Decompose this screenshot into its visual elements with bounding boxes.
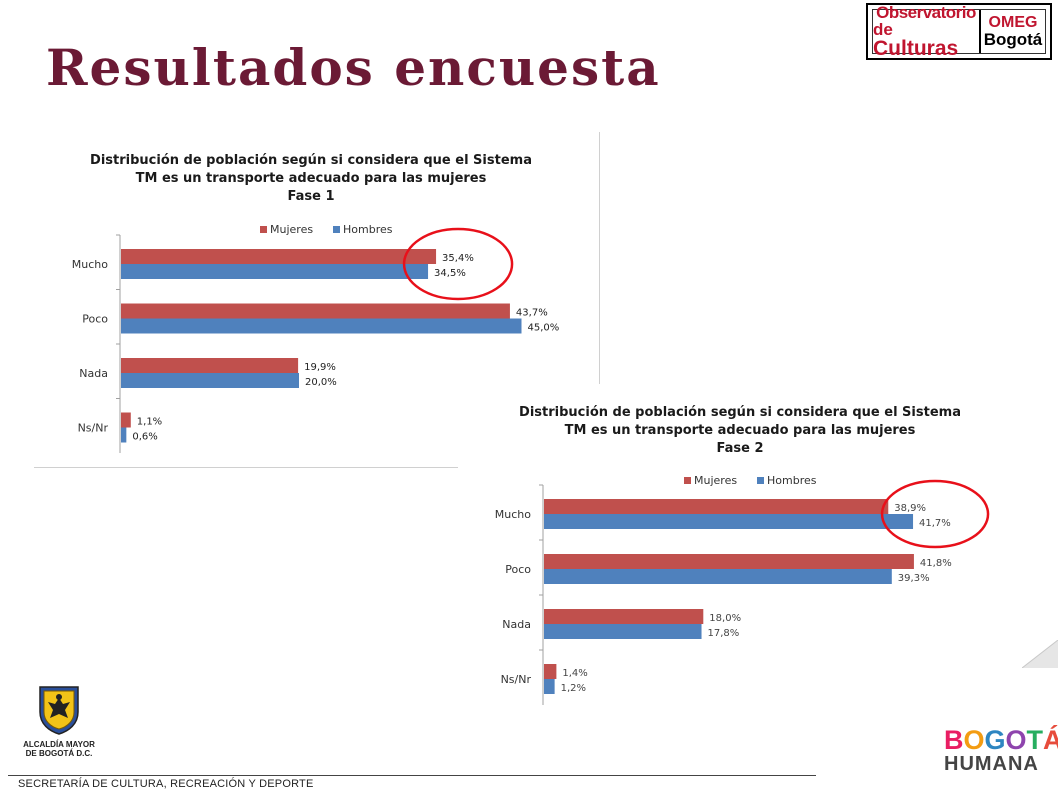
footer-divider — [8, 775, 816, 776]
chart1-bar-mujeres-nada — [121, 358, 299, 373]
chart1-highlight-circle — [402, 227, 514, 301]
chart-fase-2-svg: Distribución de población según si consi… — [495, 405, 990, 705]
footer-secretaria-text: SECRETARÍA DE CULTURA, RECREACIÓN Y DEPO… — [18, 778, 314, 790]
chart2-bar-mujeres-mucho — [544, 499, 889, 514]
chart-fase-1: Distribución de población según si consi… — [34, 132, 600, 468]
chart2-data-label-hombres-nada: 17,8% — [708, 628, 740, 639]
chart2-highlight-circle — [880, 479, 990, 549]
chart1-bar-hombres-nsnr — [121, 427, 127, 443]
chart1-title-line-1: Distribución de población según si consi… — [90, 153, 532, 168]
alcaldia-line1: ALCALDÍA MAYOR — [23, 740, 95, 749]
chart1-data-label-hombres-poco: 45,0% — [528, 323, 560, 334]
chart2-category-label-nada: Nada — [502, 618, 531, 631]
chart2-category-label-nsnr: Ns/Nr — [501, 673, 532, 686]
chart2-data-label-mujeres-poco: 41,8% — [920, 558, 952, 569]
chart2-legend-swatch-mujeres — [684, 477, 691, 484]
chart2-legend-label-hombres: Hombres — [767, 474, 817, 487]
page-corner-icon — [1022, 640, 1058, 668]
chart2-bar-mujeres-nsnr — [544, 664, 557, 679]
chart2-category-label-poco: Poco — [505, 563, 531, 576]
chart2-data-label-hombres-mucho: 41,7% — [919, 518, 951, 529]
chart2-title-line-1: Distribución de población según si consi… — [519, 405, 961, 420]
chart1-title-line-2: TM es un transporte adecuado para las mu… — [136, 171, 487, 186]
chart1-bar-mujeres-poco — [121, 303, 510, 319]
logo-bogota-text: Bogotá — [983, 30, 1043, 49]
bogota-shield-icon — [39, 686, 79, 735]
chart2-data-label-mujeres-nsnr: 1,4% — [562, 668, 587, 679]
chart2-title-line-2: TM es un transporte adecuado para las mu… — [565, 423, 916, 438]
chart1-category-label-poco: Poco — [82, 313, 108, 326]
chart1-category-label-mucho: Mucho — [72, 258, 108, 271]
chart2-bar-hombres-poco — [544, 569, 892, 584]
chart2-legend-label-mujeres: Mujeres — [694, 474, 737, 487]
bogota-logo-bottom-text: HUMANA — [944, 753, 1039, 775]
chart1-legend-swatch-mujeres — [260, 226, 267, 233]
chart2-bar-hombres-mucho — [544, 514, 914, 529]
chart-fase-1-svg: Distribución de población según si consi… — [72, 153, 560, 453]
chart1-bar-hombres-nada — [121, 373, 299, 388]
chart1-category-label-nsnr: Ns/Nr — [78, 422, 109, 435]
bogota-logo-top-text: BOGOTÁ — [944, 725, 1058, 755]
chart1-data-label-hombres-mucho: 34,5% — [434, 268, 466, 279]
chart1-title-line-3: Fase 1 — [287, 189, 334, 204]
chart1-bar-hombres-mucho — [121, 264, 429, 279]
chart1-data-label-mujeres-poco: 43,7% — [516, 308, 548, 319]
chart2-title-line-3: Fase 2 — [716, 441, 763, 456]
chart1-data-label-mujeres-mucho: 35,4% — [442, 253, 474, 264]
chart1-legend-label-hombres: Hombres — [343, 223, 393, 236]
bogota-humana-logo: BOGOTÁ HUMANA — [944, 725, 1058, 779]
logo-observatorio-text: Observatorio — [876, 3, 976, 22]
chart1-data-label-hombres-nada: 20,0% — [305, 377, 337, 388]
chart2-bar-mujeres-nada — [544, 609, 704, 624]
chart1-bar-mujeres-nsnr — [121, 412, 131, 428]
chart1-frame-right — [599, 132, 600, 384]
alcaldia-line2: DE BOGOTÁ D.C. — [25, 749, 93, 758]
chart1-category-label-nada: Nada — [79, 367, 108, 380]
chart1-data-label-mujeres-nada: 19,9% — [304, 362, 336, 373]
chart2-data-label-hombres-poco: 39,3% — [898, 573, 930, 584]
chart2-category-label-mucho: Mucho — [495, 508, 531, 521]
chart1-bar-mujeres-mucho — [121, 249, 437, 264]
chart2-bar-hombres-nada — [544, 624, 702, 639]
page-title: Resultados encuesta — [46, 38, 661, 97]
chart1-frame-bottom — [34, 467, 458, 468]
chart2-data-label-hombres-nsnr: 1,2% — [561, 683, 586, 694]
alcaldia-logo: ALCALDÍA MAYOR DE BOGOTÁ D.C. — [14, 684, 104, 762]
chart2-legend-swatch-hombres — [757, 477, 764, 484]
chart2-data-label-mujeres-nada: 18,0% — [709, 613, 741, 624]
logo-culturas-text: Culturas — [873, 37, 959, 60]
chart1-legend-label-mujeres: Mujeres — [270, 223, 313, 236]
chart1-legend-swatch-hombres — [333, 226, 340, 233]
chart1-data-label-mujeres-nsnr: 1,1% — [137, 417, 162, 428]
logo-de-text: de — [873, 20, 893, 39]
observatorio-culturas-logo: Observatorio de Culturas OMEG Bogotá — [866, 3, 1052, 60]
logo-omeg-text: OMEG — [988, 14, 1038, 31]
chart2-bar-mujeres-poco — [544, 554, 914, 569]
chart2-bar-hombres-nsnr — [544, 679, 555, 694]
chart1-data-label-hombres-nsnr: 0,6% — [132, 432, 157, 443]
chart-fase-2: Distribución de población según si consi… — [458, 388, 992, 718]
chart1-bar-hombres-poco — [121, 318, 522, 334]
chart2-data-label-mujeres-mucho: 38,9% — [894, 503, 926, 514]
